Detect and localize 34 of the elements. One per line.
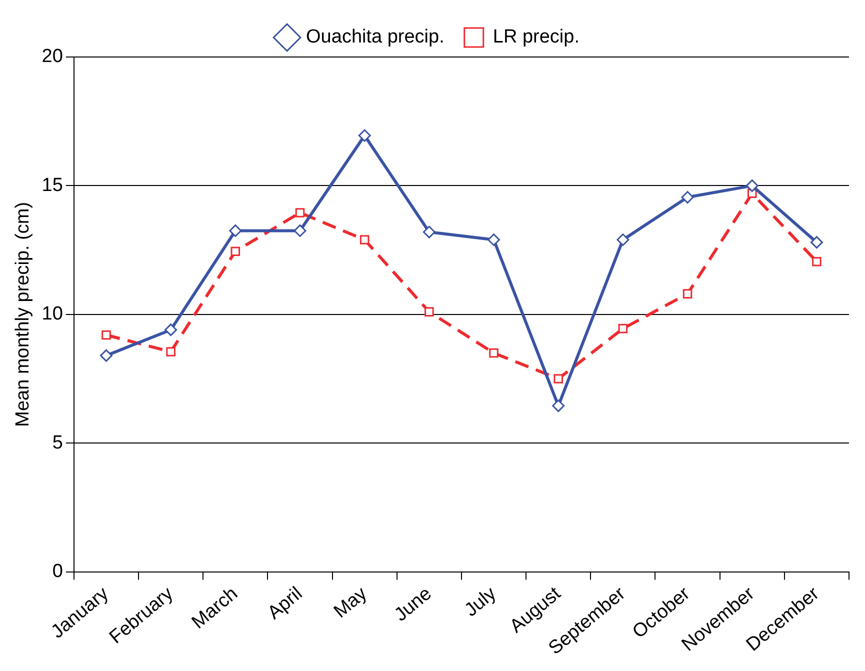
y-tick-label: 20 — [42, 46, 63, 68]
legend-label: LR precip. — [492, 26, 580, 48]
point — [488, 234, 500, 246]
point — [681, 191, 694, 204]
point — [102, 330, 111, 340]
y-tick-label: 10 — [42, 304, 63, 325]
y-tick-label: 5 — [52, 432, 63, 454]
point — [552, 400, 565, 412]
point — [360, 235, 370, 244]
y-axis-title: Mean monthly precip. (cm) — [12, 202, 34, 427]
point — [812, 256, 822, 266]
point — [489, 348, 498, 358]
x-tick-label: May — [330, 582, 372, 622]
point — [618, 324, 628, 334]
point — [295, 208, 305, 218]
point — [100, 349, 112, 362]
point — [294, 224, 306, 237]
point — [616, 234, 630, 246]
x-tick-label: June — [390, 583, 436, 626]
point — [230, 246, 240, 256]
y-tick-label: 0 — [52, 561, 63, 582]
point — [229, 224, 242, 237]
point — [422, 226, 436, 238]
point — [358, 129, 371, 142]
point — [166, 347, 176, 356]
point — [554, 374, 563, 384]
point — [746, 179, 758, 192]
x-tick-label: July — [460, 582, 501, 622]
point — [164, 324, 178, 336]
legend-label: Ouachita precip. — [306, 26, 444, 48]
point — [682, 289, 692, 298]
point — [424, 307, 434, 316]
y-tick-label: 15 — [42, 174, 63, 196]
point — [810, 236, 823, 249]
